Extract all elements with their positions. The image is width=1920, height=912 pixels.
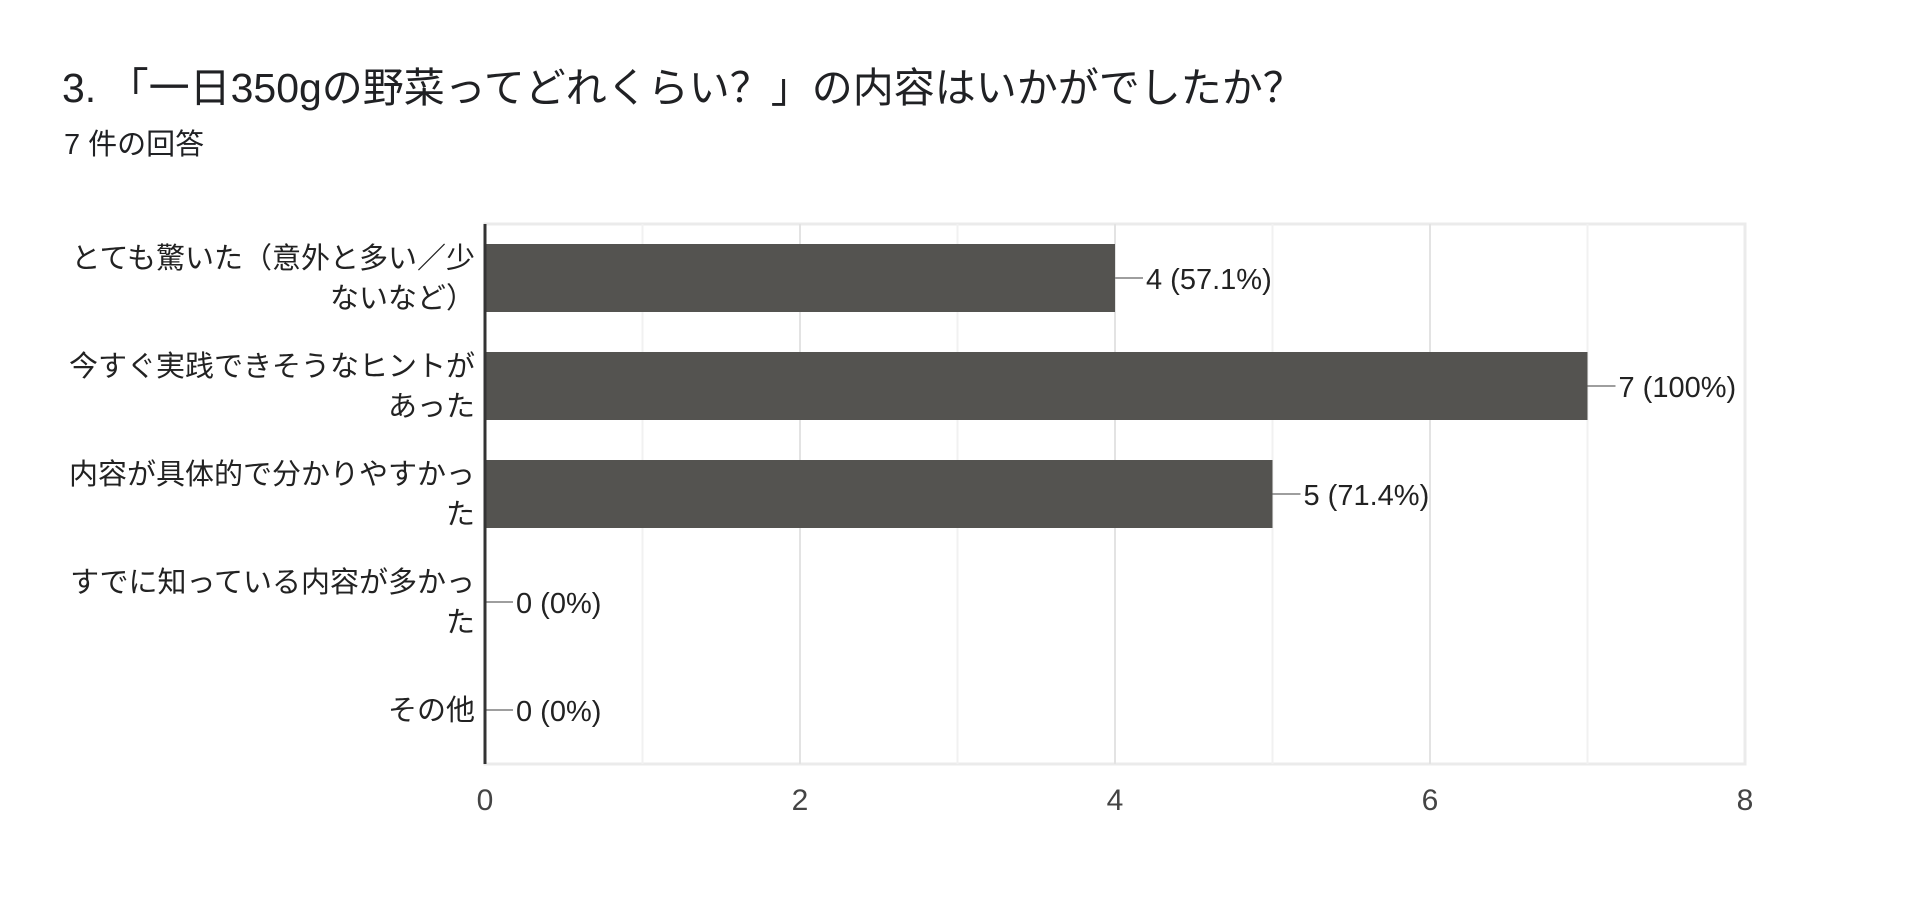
category-label: 今すぐ実践できそうなヒントがあった — [69, 350, 475, 423]
category-label: とても驚いた（意外と多い／少ないなど） — [71, 242, 475, 315]
response-count: 7 件の回答 — [64, 129, 205, 161]
x-tick-label: 8 — [1737, 784, 1754, 817]
data-label: 7 (100%) — [1619, 372, 1737, 404]
x-tick-label: 4 — [1107, 784, 1124, 817]
bar[interactable] — [485, 460, 1273, 528]
x-tick-label: 0 — [477, 784, 494, 817]
question-title: 3. 「一日350gの野菜ってどれくらい？」の内容はいかがでしたか？ — [62, 65, 1304, 111]
bar[interactable] — [485, 244, 1115, 312]
category-label: 内容が具体的で分かりやすかった — [69, 458, 475, 531]
data-label: 4 (57.1%) — [1146, 264, 1272, 296]
data-label: 0 (0%) — [516, 696, 601, 728]
x-tick-label: 2 — [792, 784, 809, 817]
data-label: 5 (71.4%) — [1304, 480, 1430, 512]
category-label: すでに知っている内容が多かった — [70, 566, 475, 639]
bar[interactable] — [485, 352, 1588, 420]
data-label: 0 (0%) — [516, 588, 601, 620]
category-label: その他 — [388, 694, 475, 727]
x-tick-label: 6 — [1422, 784, 1439, 817]
